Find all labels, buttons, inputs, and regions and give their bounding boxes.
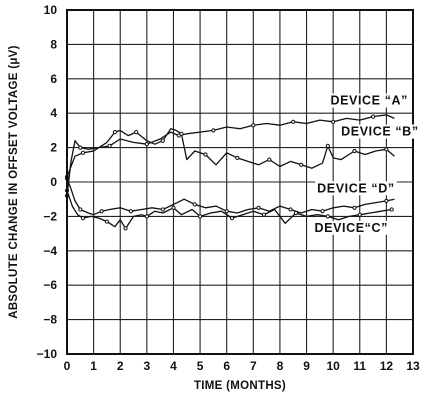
y-tick-label: 0 [50, 175, 57, 189]
x-tick-label: 11 [353, 359, 366, 373]
y-tick-label: −2 [43, 209, 57, 223]
series-label: DEVICE “D” [317, 181, 395, 195]
x-tick-label: 7 [250, 359, 257, 373]
x-tick-label: 6 [223, 359, 230, 373]
data-point [107, 143, 112, 148]
data-point [134, 130, 139, 135]
series-4 [64, 188, 394, 231]
data-point [267, 157, 272, 162]
data-point [197, 214, 203, 219]
data-point [203, 152, 208, 157]
data-point [144, 142, 149, 147]
data-point [352, 148, 357, 154]
data-point [299, 162, 304, 167]
y-tick-label: 10 [44, 3, 58, 17]
y-tick-label: 8 [50, 37, 57, 51]
x-tick-label: 2 [117, 359, 124, 373]
data-point [179, 131, 184, 136]
series-label-background [328, 93, 411, 108]
data-point [325, 143, 330, 148]
x-tick-label: 4 [170, 359, 177, 373]
series-label-background [339, 124, 421, 139]
y-tick-label: −10 [37, 347, 58, 361]
x-tick-label: 0 [64, 359, 71, 373]
data-point [171, 205, 176, 210]
x-tick-label: 12 [380, 359, 394, 373]
y-tick-label: 4 [50, 106, 57, 120]
data-point [357, 212, 362, 217]
series-label: DEVICE“C” [315, 221, 388, 235]
series-3 [64, 176, 395, 216]
data-point [144, 214, 149, 219]
data-point [104, 219, 110, 224]
series-layer [64, 114, 395, 231]
y-tick-labels: 10 8 6 4 2 0 −2 −4 −6 −8 −10 [37, 3, 58, 361]
y-tick-label: −4 [43, 244, 57, 258]
y-axis-label: ABSOLUTE CHANGE IN OFFSET VOLTAGE (μV) [8, 45, 20, 319]
data-point [224, 209, 229, 214]
data-point [128, 209, 133, 214]
data-point [123, 226, 128, 231]
series-label: DEVICE “B” [341, 125, 419, 139]
data-point [256, 205, 261, 210]
data-point [235, 155, 240, 161]
series-label-background [315, 181, 397, 196]
y-tick-label: 6 [50, 72, 57, 86]
data-point [192, 202, 197, 207]
data-point [251, 123, 256, 128]
x-tick-label: 10 [326, 359, 340, 373]
series-line [66, 178, 395, 216]
data-point [160, 207, 165, 212]
data-point [80, 216, 86, 221]
series-2 [64, 128, 395, 179]
plot-frame [66, 9, 414, 355]
data-point [288, 207, 293, 212]
data-point [384, 198, 389, 204]
data-point [160, 138, 165, 143]
series-label: DEVICE “A” [330, 94, 408, 108]
data-point [78, 145, 83, 150]
data-point [325, 214, 330, 219]
data-point [384, 147, 389, 152]
data-point [352, 205, 357, 210]
y-tick-label: −6 [43, 278, 57, 292]
data-point [80, 150, 86, 155]
data-point [229, 216, 235, 221]
y-tick-label: −8 [43, 313, 57, 327]
data-point [389, 207, 394, 212]
x-axis-label: TIME (MONTHS) [194, 380, 286, 392]
x-tick-label: 13 [406, 359, 420, 373]
x-tick-labels: 0 1 2 3 4 5 6 7 8 9 10 11 12 13 [64, 359, 420, 373]
data-point [331, 119, 336, 124]
data-point [291, 119, 296, 124]
series-labels: DEVICE “A” DEVICE “B” DEVICE “D” DEVICE“C” [312, 93, 421, 235]
x-tick-label: 8 [277, 359, 284, 373]
x-tick-label: 1 [90, 359, 97, 373]
data-point [112, 130, 118, 135]
data-point [99, 209, 104, 214]
x-tick-label: 3 [144, 359, 151, 373]
series-line [66, 114, 395, 196]
data-point [293, 210, 298, 216]
data-point [370, 114, 376, 119]
series-label-background [312, 220, 390, 235]
data-point [320, 209, 325, 214]
data-point [78, 207, 83, 212]
y-tick-label: 2 [50, 141, 57, 155]
data-point [211, 128, 216, 133]
x-tick-label: 5 [197, 359, 204, 373]
data-point [261, 212, 267, 217]
x-tick-label: 9 [303, 359, 310, 373]
